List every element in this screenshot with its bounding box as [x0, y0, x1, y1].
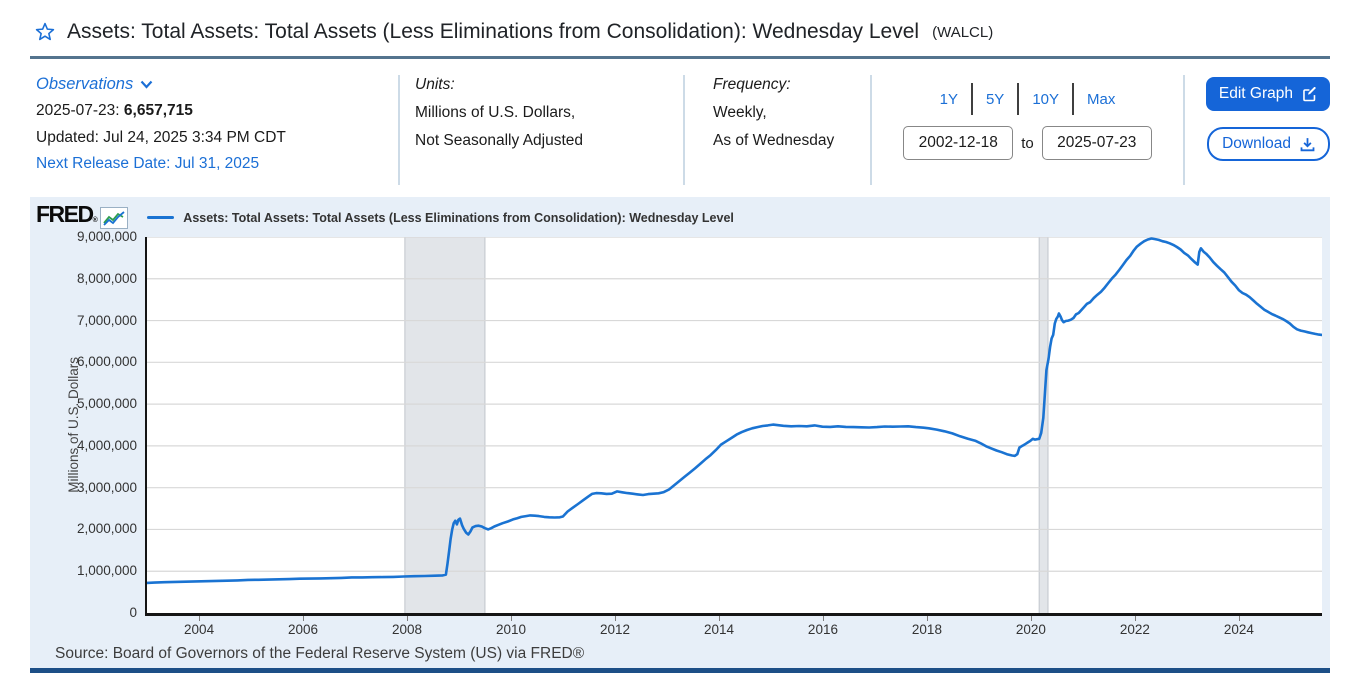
observations-panel: Observations 2025-07-23: 6,657,715 Updat…: [30, 71, 398, 189]
x-axis-labels: 2004 2006 2008 2010 2012 2014 2016 2018 2020 2022…: [145, 616, 1320, 643]
edit-icon: [1302, 86, 1317, 102]
series-id: (WALCL): [932, 23, 994, 41]
x-tick-label: 2004: [184, 622, 215, 637]
page-header: Assets: Total Assets: Total Assets (Less…: [0, 0, 1358, 44]
y-tick-label: 6,000,000: [76, 354, 137, 370]
x-tick-label: 2016: [807, 622, 838, 637]
y-tick-label: 4,000,000: [76, 437, 137, 453]
y-tick-label: 5,000,000: [76, 396, 137, 412]
panel-divider: [1183, 75, 1185, 185]
units-label: Units:: [415, 76, 455, 93]
date-range-inputs: to: [903, 126, 1152, 160]
range-separator: [1017, 83, 1020, 115]
observations-dropdown[interactable]: Observations: [36, 75, 398, 94]
y-axis-labels: 0 1,000,000 2,000,000 3,000,000 4,000,000 5,0…: [30, 229, 137, 620]
start-date-input[interactable]: [903, 126, 1014, 160]
units-line2: Not Seasonally Adjusted: [415, 132, 584, 149]
download-icon: [1300, 137, 1315, 152]
series-line: [147, 237, 1322, 585]
x-tick-mark: [303, 616, 305, 621]
edit-graph-label: Edit Graph: [1218, 85, 1293, 102]
x-tick-mark: [615, 616, 616, 621]
chart-card: FRED® Assets: Total Assets: Total Assets…: [30, 197, 1330, 673]
legend-line-swatch: [147, 216, 175, 219]
y-tick-label: 1,000,000: [76, 563, 137, 579]
chart-legend-row: FRED® Assets: Total Assets: Total Assets…: [36, 203, 734, 232]
x-tick-mark: [511, 616, 513, 621]
range-shortcut-group: 1Y 5Y 10Y Max: [927, 83, 1129, 115]
x-tick-label: 2012: [599, 622, 631, 637]
frequency-line1: Weekly,: [713, 104, 767, 121]
fred-logo: FRED®: [36, 201, 98, 227]
edit-graph-button[interactable]: Edit Graph: [1205, 77, 1330, 111]
range-button-5y[interactable]: 5Y: [985, 90, 1005, 108]
plot-svg: [147, 237, 1322, 613]
x-tick-mark: [1030, 616, 1032, 621]
units-panel: Units: Millions of U.S. Dollars, Not Sea…: [400, 71, 683, 189]
range-button-1y[interactable]: 1Y: [939, 90, 958, 108]
x-tick-label: 2010: [495, 622, 527, 637]
download-label: Download: [1222, 135, 1291, 152]
fred-logo-chart-icon: [100, 206, 129, 229]
frequency-label: Frequency:: [713, 76, 791, 93]
download-button[interactable]: Download: [1207, 127, 1330, 161]
date-range-panel: 1Y 5Y 10Y Max to: [872, 71, 1183, 189]
to-label: to: [1021, 134, 1034, 152]
registered-mark: ®: [92, 217, 98, 224]
y-tick-label: 8,000,000: [76, 270, 137, 286]
next-release-date: Next Release Date: Jul 31, 2025: [36, 155, 260, 172]
y-tick-label: 0: [129, 605, 137, 620]
x-tick-label: 2014: [703, 622, 734, 637]
panel-divider: [870, 75, 872, 185]
observation-date: 2025-07-23:: [36, 102, 120, 119]
observations-label: Observations: [36, 75, 134, 93]
frequency-panel: Frequency: Weekly, As of Wednesday: [685, 71, 870, 189]
y-tick-label: 3,000,000: [76, 479, 137, 495]
x-tick-label: 2008: [392, 622, 423, 637]
range-button-max[interactable]: Max: [1087, 90, 1116, 108]
x-tick-mark: [822, 616, 824, 621]
actions-panel: Edit Graph Download: [1185, 71, 1330, 189]
source-note: Source: Board of Governors of the Federa…: [55, 645, 585, 662]
x-tick-mark: [407, 616, 409, 621]
x-tick-label: 2022: [1119, 622, 1150, 637]
x-tick-mark: [718, 616, 720, 621]
range-separator: [1072, 83, 1075, 115]
range-button-10y[interactable]: 10Y: [1032, 90, 1060, 108]
y-tick-label: 2,000,000: [76, 521, 137, 537]
end-date-input[interactable]: [1041, 126, 1152, 160]
units-line1: Millions of U.S. Dollars,: [415, 104, 576, 121]
observation-value: 6,657,715: [123, 102, 193, 119]
title-divider: [30, 56, 1330, 59]
x-tick-mark: [1134, 616, 1136, 621]
y-tick-label: 9,000,000: [76, 229, 137, 244]
x-tick-label: 2018: [911, 622, 942, 637]
x-tick-label: 2024: [1223, 622, 1254, 637]
frequency-line2: As of Wednesday: [713, 132, 835, 149]
latest-observation: 2025-07-23: 6,657,715: [36, 102, 398, 120]
info-bar: Observations 2025-07-23: 6,657,715 Updat…: [30, 65, 1330, 189]
x-tick-mark: [1238, 616, 1240, 621]
updated-timestamp: Updated: Jul 24, 2025 3:34 PM CDT: [36, 129, 286, 146]
y-tick-label: 7,000,000: [76, 312, 137, 328]
panel-divider: [683, 75, 685, 185]
panel-divider: [398, 75, 400, 185]
x-tick-mark: [199, 616, 201, 621]
page-title: Assets: Total Assets: Total Assets (Less…: [67, 20, 920, 43]
range-separator: [970, 83, 973, 115]
legend-series-label: Assets: Total Assets: Total Assets (Less…: [183, 210, 734, 225]
x-tick-mark: [926, 616, 928, 621]
plot-area[interactable]: [145, 237, 1322, 616]
x-tick-label: 2020: [1015, 622, 1046, 637]
chevron-down-icon: [140, 80, 153, 89]
x-tick-label: 2006: [288, 622, 319, 637]
footer-bar: [30, 668, 1330, 673]
recession-band: [404, 237, 485, 613]
star-icon[interactable]: [34, 21, 56, 43]
